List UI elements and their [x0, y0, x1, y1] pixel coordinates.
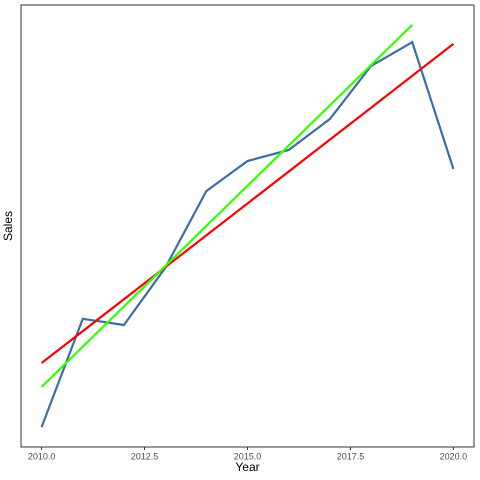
x-axis-title: Year — [235, 460, 259, 474]
x-tick-label: 2017.5 — [337, 451, 365, 461]
x-tick-label: 2015.0 — [234, 451, 262, 461]
series-line — [40, 43, 455, 364]
x-tick-label: 2020.0 — [440, 451, 468, 461]
plot-panel — [20, 4, 475, 448]
series-line — [40, 40, 455, 428]
y-axis-title: Sales — [1, 211, 15, 241]
x-tick-label: 2010.0 — [28, 451, 56, 461]
x-tick-label: 2012.5 — [131, 451, 159, 461]
series-line — [40, 24, 413, 388]
